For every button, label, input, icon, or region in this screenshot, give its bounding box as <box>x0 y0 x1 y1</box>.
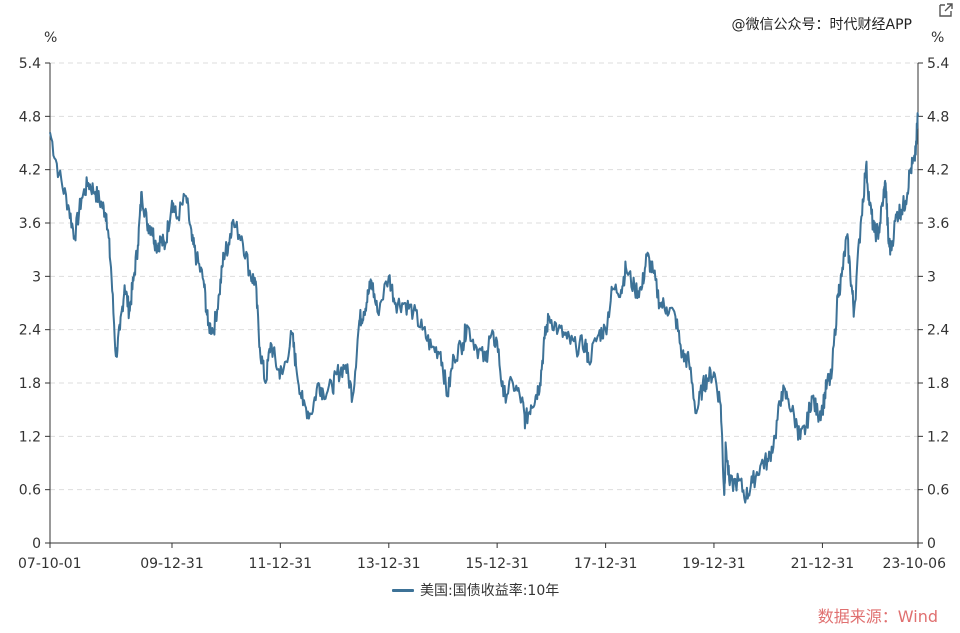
y-tick-label-left: 1.8 <box>19 376 41 392</box>
x-tick-label: 23-10-06 <box>882 556 946 572</box>
y-tick-label-left: 5.4 <box>19 56 41 72</box>
axes <box>49 63 919 544</box>
y-tick-label-right: 3.6 <box>927 216 949 232</box>
x-tick-label: 21-12-31 <box>791 556 855 572</box>
x-axis-ticks: 07-10-01 09-12-31 11-12-31 13-12-31 15-12-31… <box>18 543 946 572</box>
y-tick-label-left: 4.8 <box>19 109 41 125</box>
y-tick-label-right: 2.4 <box>927 323 949 339</box>
series-line <box>49 112 919 504</box>
x-tick-label: 19-12-31 <box>682 556 746 572</box>
expand-icon[interactable] <box>938 2 954 18</box>
y-tick-label-right: 5.4 <box>927 56 949 72</box>
y-tick-label-left: 3.6 <box>19 216 41 232</box>
gridlines <box>50 62 918 491</box>
y-tick-label-right: 3 <box>927 269 936 285</box>
watermark-text: @微信公众号：时代财经APP <box>731 17 912 33</box>
y-tick-label-left: 0.6 <box>19 483 41 499</box>
series-layer <box>49 112 919 504</box>
y-axis-right-unit: % <box>931 30 944 46</box>
source-note: 数据来源：Wind <box>817 607 938 626</box>
y-tick-label-right: 0.6 <box>927 483 949 499</box>
x-tick-label: 11-12-31 <box>249 556 313 572</box>
y-axis-left-ticks: 0 0.6 1.2 1.8 2.4 3 3.6 4.2 4.8 5.4 <box>19 56 50 552</box>
y-tick-label-left: 2.4 <box>19 323 41 339</box>
x-tick-label: 09-12-31 <box>140 556 204 572</box>
y-tick-label-left: 3 <box>32 269 41 285</box>
y-tick-label-left: 1.2 <box>19 429 41 445</box>
x-tick-label: 17-12-31 <box>574 556 638 572</box>
x-tick-label: 13-12-31 <box>357 556 421 572</box>
y-tick-label-right: 0 <box>927 536 936 552</box>
legend[interactable]: 美国:国债收益率:10年 <box>392 580 559 600</box>
y-axis-right-ticks: 0 0.6 1.2 1.8 2.4 3 3.6 4.2 4.8 5.4 <box>918 56 949 552</box>
y-tick-label-right: 4.2 <box>927 163 949 179</box>
legend-label: 美国:国债收益率:10年 <box>420 583 560 599</box>
y-tick-label-right: 1.2 <box>927 429 949 445</box>
y-tick-label-right: 4.8 <box>927 109 949 125</box>
x-tick-label: 15-12-31 <box>465 556 529 572</box>
y-tick-label-right: 1.8 <box>927 376 949 392</box>
y-tick-label-left: 0 <box>32 536 41 552</box>
y-tick-label-left: 4.2 <box>19 163 41 179</box>
y-axis-left-unit: % <box>44 30 57 46</box>
x-tick-label: 07-10-01 <box>18 556 82 572</box>
legend-swatch <box>392 588 414 592</box>
